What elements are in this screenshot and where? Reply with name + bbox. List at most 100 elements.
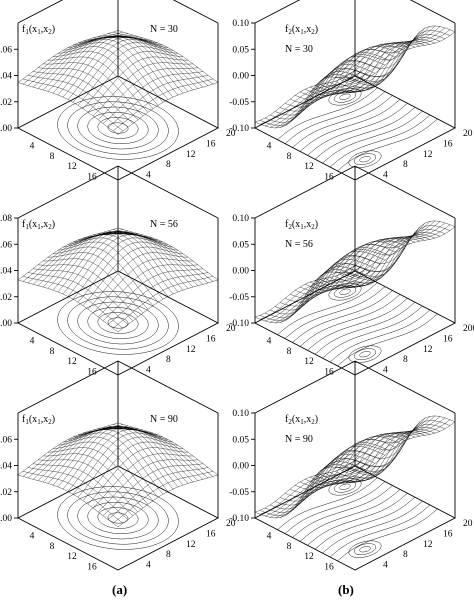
top-left-line (17, 360, 119, 414)
mesh-line-x2 (319, 421, 421, 472)
mesh-line-x2 (274, 76, 376, 129)
z-tick-label: 0.00 (0, 124, 12, 134)
contour-line (337, 313, 438, 367)
mesh-line-x2 (299, 255, 401, 305)
contour-line (67, 296, 169, 350)
mesh-line-x1 (32, 268, 134, 321)
floor-outline (17, 75, 219, 181)
z-tick-label: 0.00 (232, 267, 249, 277)
contour-ellipse (348, 150, 382, 168)
mesh-line-x2 (324, 417, 426, 469)
mesh-line-x1 (329, 430, 431, 482)
x2-tick-label: 16 (206, 529, 216, 539)
mesh-line-x2 (339, 416, 441, 469)
x2-tick-label: 20 (463, 519, 473, 529)
mesh-line-x2 (349, 29, 451, 82)
z-tick-label: -0.10 (229, 319, 249, 329)
mesh-line-x1 (354, 220, 456, 272)
z-tick-label: 0.05 (232, 45, 249, 55)
mesh-line-x2 (259, 72, 361, 125)
z-tick-label: 0.04 (0, 267, 12, 277)
mesh-line-x2 (334, 25, 436, 78)
mesh-line-x2 (264, 464, 366, 517)
surface-plot: 0.000.020.040.0648121648121620f1(x1,x2)N… (0, 360, 236, 573)
mesh-line-x1 (72, 427, 174, 490)
mesh-line-x2 (269, 75, 371, 128)
z-tick-label: 0.00 (232, 462, 249, 472)
function-label-part: (x (292, 219, 300, 230)
function-label-part: 2 (311, 223, 315, 231)
contour-line (277, 477, 378, 530)
z-tick-label: 0.06 (0, 240, 12, 250)
contour-ellipse (359, 156, 371, 163)
contour-line (307, 103, 408, 156)
top-right-line (354, 360, 456, 414)
mesh-line-x2 (77, 46, 179, 106)
mesh-line-x2 (274, 271, 376, 324)
mesh-line-x2 (97, 459, 199, 512)
mesh-line-x1 (117, 422, 219, 476)
mesh-line-x2 (92, 258, 193, 314)
contour-line (97, 117, 139, 139)
x1-tick-label: 4 (30, 141, 35, 151)
mesh-line-x1 (112, 229, 214, 282)
mesh-line-x2 (117, 82, 219, 135)
mesh-line-x2 (314, 427, 416, 477)
contour-line (314, 107, 416, 160)
function-label-part: 2 (48, 418, 52, 426)
function-label-part: (x (29, 219, 37, 230)
mesh-line-x2 (42, 36, 144, 91)
mesh-line-x2 (309, 44, 411, 94)
contour-line (87, 502, 149, 534)
mesh-line-x1 (17, 82, 119, 135)
contour-line (292, 485, 393, 538)
function-label-part: ) (52, 414, 55, 425)
contour-line (57, 96, 179, 160)
mesh-line-x1 (329, 235, 431, 287)
mesh-line-x2 (67, 429, 169, 492)
contour-ellipse (353, 348, 377, 361)
x1-tick-label: 4 (30, 336, 35, 346)
mesh-line-x2 (354, 421, 456, 474)
x1-tick-label: 4 (30, 531, 35, 541)
mesh-line-x2 (289, 462, 391, 513)
mesh-line-x2 (344, 27, 446, 80)
function-label-part: ,x (41, 219, 49, 230)
z-tick-label: 0.05 (232, 240, 249, 250)
mesh-line-x1 (354, 25, 456, 77)
contour-ellipse (333, 285, 357, 298)
surface-plot: 0.100.050.00-0.05-0.10481216481216200f2(… (229, 165, 474, 378)
function-label-part: f (285, 24, 289, 35)
contour-line (97, 312, 139, 334)
mesh-line-x2 (42, 232, 143, 288)
mesh-line-x2 (82, 51, 184, 109)
mesh-line-x2 (62, 232, 164, 295)
contour-line (314, 497, 416, 550)
contour-ellipse (339, 288, 351, 295)
z-tick-label: 0.02 (0, 293, 12, 303)
top-right-line (172, 0, 219, 24)
x1-tick-label: 16 (324, 563, 334, 573)
mesh-line-x2 (42, 427, 143, 483)
caption-b: (b) (338, 582, 354, 597)
mesh-line-x2 (329, 416, 431, 468)
mesh-line-x1 (27, 272, 129, 325)
mesh-line-x2 (17, 30, 119, 83)
contour-line (307, 493, 408, 546)
top-left-line (17, 0, 64, 24)
mesh-line-x2 (314, 37, 416, 87)
mesh-line-x2 (254, 460, 356, 513)
mesh-line-x1 (107, 33, 209, 86)
contour-line (314, 302, 416, 355)
x2-tick-label: 16 (443, 334, 453, 344)
surface-mesh (254, 220, 456, 324)
mesh-line-x2 (354, 226, 456, 279)
mesh-line-x1 (334, 39, 436, 91)
z-tick-label: 0.04 (0, 72, 12, 82)
z-tick-label: 0.10 (232, 19, 249, 29)
surface-plot: 0.000.020.040.060.0848121648121620f1(x1,… (0, 165, 236, 378)
contour-line (77, 106, 159, 150)
mesh-line-x2 (324, 222, 426, 274)
function-label-part: 1 (25, 223, 29, 231)
